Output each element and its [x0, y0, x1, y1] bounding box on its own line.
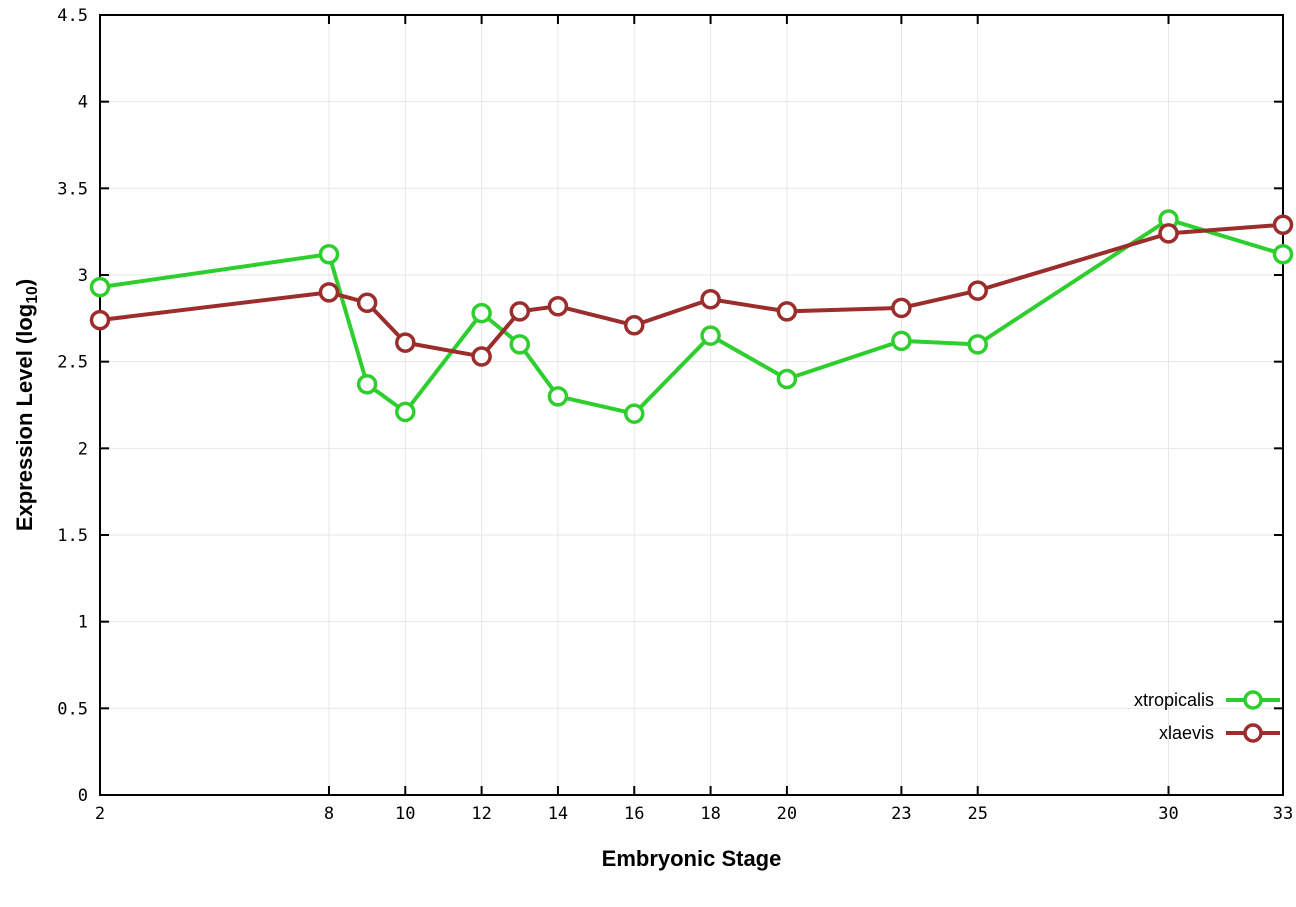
x-tick-labels: 2 8 10 12 14 16 18 20 23 25 30 33 [95, 804, 1293, 824]
legend-marker-xtropicalis [1226, 690, 1280, 710]
x-tick-label: 2 [95, 804, 105, 824]
y-axis-label-subscript: 10 [24, 286, 42, 304]
legend-sample-marker [1243, 723, 1263, 743]
series-xtropicalis [89, 209, 1294, 424]
y-tick-label: 0 [78, 786, 88, 806]
data-point [1158, 223, 1179, 244]
x-tick-label: 30 [1158, 804, 1178, 824]
data-point [1272, 214, 1294, 235]
y-tick-label: 2 [78, 439, 88, 459]
x-tick-label: 16 [624, 804, 644, 824]
data-point [471, 302, 492, 324]
series-line [99, 222, 1284, 359]
data-point [318, 243, 340, 265]
data-point [89, 276, 111, 298]
y-tick-label: 1 [78, 613, 88, 633]
data-point [547, 386, 569, 407]
data-point [776, 368, 798, 390]
data-point [891, 330, 912, 352]
data-point [509, 301, 531, 322]
data-point [395, 332, 416, 353]
y-tick-labels: 0 0.5 1 1.5 2 2.5 3 3.5 4 4.5 [57, 6, 88, 806]
series-xlaevis [89, 214, 1294, 367]
data-point [318, 282, 340, 303]
x-tick-label: 8 [324, 804, 334, 824]
data-point [967, 280, 988, 301]
x-tick-label: 20 [777, 804, 797, 824]
y-tick-label: 3.5 [57, 179, 88, 199]
data-point [624, 403, 645, 424]
y-tick-label: 0.5 [57, 699, 88, 719]
data-point [700, 325, 721, 346]
x-tick-label: 14 [548, 804, 568, 824]
data-point [509, 334, 531, 355]
legend-label-xlaevis: xlaevis [1158, 722, 1214, 743]
legend-sample-marker [1243, 690, 1263, 710]
y-tick-label: 3 [78, 266, 88, 286]
data-point [1272, 243, 1294, 265]
gridlines [99, 14, 1284, 796]
data-point [356, 373, 378, 395]
y-axis-label-text: Expression Level (log [11, 303, 37, 532]
data-point [356, 292, 378, 313]
data-point [89, 309, 111, 331]
legend-item-xlaevis: xlaevis [1134, 721, 1282, 745]
data-point [700, 289, 721, 310]
x-tick-label: 23 [891, 804, 911, 824]
data-point [776, 301, 798, 322]
legend-item-xtropicalis: xtropicalis [1134, 688, 1282, 712]
data-point [891, 297, 912, 319]
data-point [395, 401, 416, 423]
y-tick-label: 4 [78, 93, 88, 113]
data-point [471, 346, 492, 367]
y-tick-label: 2.5 [57, 353, 88, 373]
series-line [99, 217, 1284, 416]
x-tick-label: 25 [967, 804, 987, 824]
x-tick-label: 10 [395, 804, 415, 824]
legend-marker-xlaevis [1226, 723, 1280, 743]
y-tick-label: 4.5 [57, 6, 88, 26]
x-tick-label: 18 [700, 804, 720, 824]
y-tick-label: 1.5 [57, 526, 88, 546]
plot-border [99, 14, 1284, 796]
data-point [547, 295, 569, 317]
legend: xtropicalis xlaevis [1134, 688, 1282, 745]
x-axis-label: Embryonic Stage [601, 846, 782, 871]
y-axis-label-suffix: ) [11, 278, 37, 287]
y-axis-label: Expression Level (log10) [12, 279, 42, 531]
data-point [967, 334, 988, 355]
x-tick-label: 33 [1273, 804, 1293, 824]
x-tick-label: 12 [471, 804, 491, 824]
legend-label-xtropicalis: xtropicalis [1133, 689, 1214, 710]
tick-marks [99, 14, 1284, 796]
data-point [624, 315, 645, 336]
